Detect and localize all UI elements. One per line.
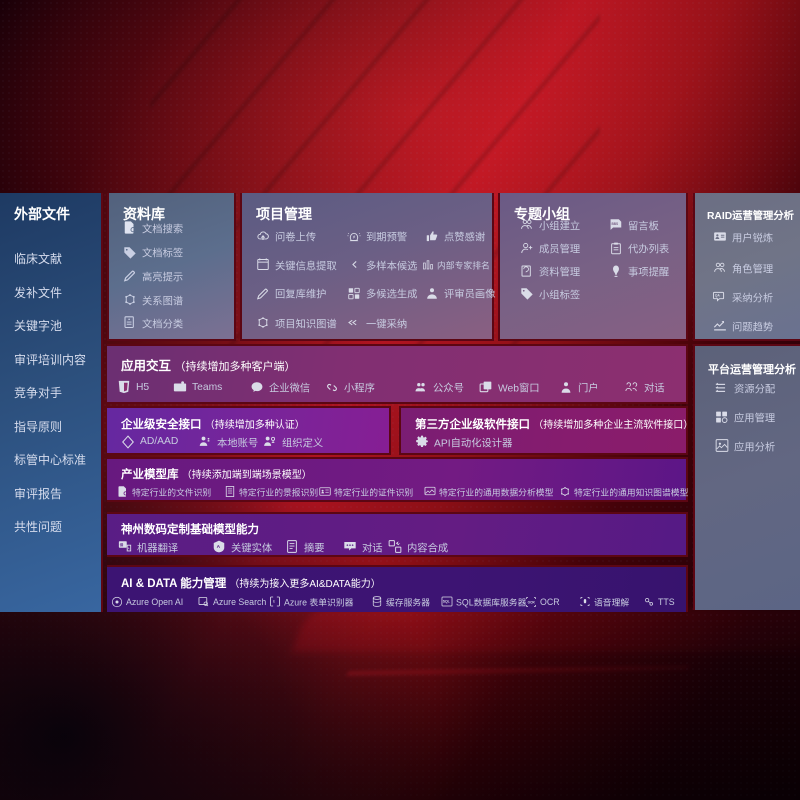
svg-text:QA: QA [715, 294, 720, 298]
svg-text:E: E [273, 600, 276, 604]
svg-text:A: A [128, 547, 130, 551]
svg-text:译: 译 [120, 542, 124, 547]
svg-text:SQL: SQL [443, 600, 450, 604]
svg-text:BBS: BBS [611, 222, 618, 226]
svg-text:A: A [217, 544, 221, 550]
svg-text:OCR: OCR [528, 600, 536, 604]
